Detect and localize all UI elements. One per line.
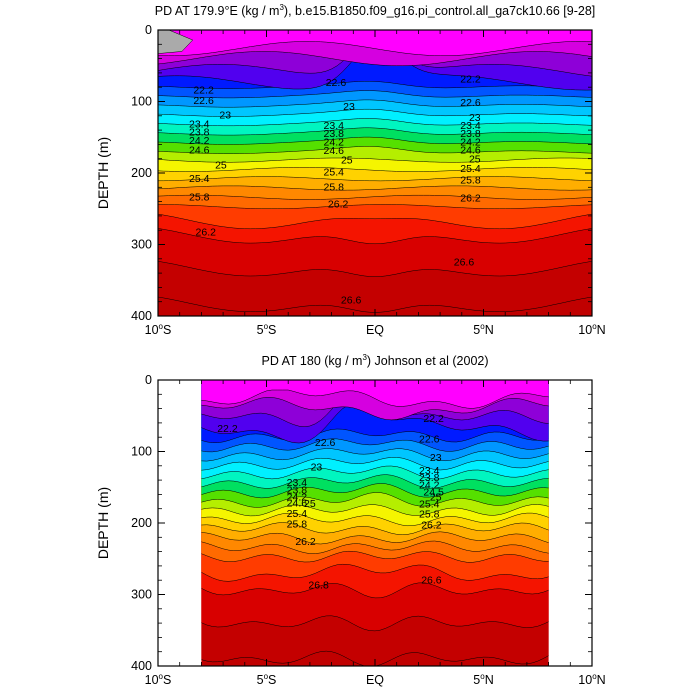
y-tick-label: 100 (131, 445, 152, 459)
contour-label: 26.2 (328, 199, 349, 211)
contour-label: 25 (215, 159, 227, 171)
contour-label: 22.6 (419, 434, 440, 446)
x-tick-label: 10oN (578, 672, 605, 687)
contour-label: 23.8 (324, 128, 345, 140)
contour-label: 26.2 (295, 536, 316, 548)
contour-label: 25 (304, 498, 316, 510)
contour-label: 25.8 (324, 182, 345, 194)
land-mask (158, 30, 194, 54)
panel-2: 22.222.62323.423.824.224.62525.425.826.2… (95, 353, 606, 687)
contour-label: 24.6 (189, 144, 210, 156)
contour-label: 22.2 (460, 74, 481, 86)
contour-label: 23.8 (189, 127, 210, 139)
contour-label: 23 (311, 462, 323, 474)
contour-label: 23.4 (419, 465, 440, 477)
contour-label: 25.4 (324, 167, 345, 179)
contour-label: 22.6 (315, 437, 336, 449)
contour-label: 24.6 (324, 145, 345, 157)
contour-label: 24.6 (287, 497, 308, 509)
panel-title: PD AT 180 (kg / m3) Johnson et al (2002) (261, 353, 488, 368)
contour-label: 23 (469, 112, 481, 124)
contour-label: 26.2 (460, 192, 481, 204)
contour-label: 23.4 (189, 119, 210, 131)
y-tick-label: 100 (131, 95, 152, 109)
contour-label: 25.4 (460, 163, 481, 175)
x-tick-label: 10oS (145, 672, 172, 687)
y-axis-label: DEPTH (m) (95, 487, 111, 559)
contour-label: 26.6 (341, 295, 362, 307)
x-tick-label: 5oN (473, 322, 493, 337)
contour-label: 25.8 (419, 509, 440, 521)
contour-label: 24.2 (460, 137, 481, 149)
x-tick-label: 5oS (257, 672, 277, 687)
contour-label: 24.2 (287, 492, 308, 504)
contour-label: 22.6 (193, 95, 214, 107)
contour-label: 24.6 (460, 144, 481, 156)
x-tick-label: EQ (366, 323, 384, 337)
contour-label: 25.8 (287, 519, 308, 531)
y-tick-label: 300 (131, 588, 152, 602)
y-axis-label: DEPTH (m) (95, 137, 111, 209)
contour-label: 26.8 (308, 579, 329, 591)
y-tick-label: 200 (131, 166, 152, 180)
contour-label: 22.2 (193, 84, 214, 96)
contour-label: 22.2 (423, 413, 444, 425)
contour-label: 23.4 (287, 477, 308, 489)
y-tick-label: 400 (131, 659, 152, 673)
x-tick-label: EQ (366, 673, 384, 687)
x-tick-label: 10oN (578, 322, 605, 337)
contour-label: 25 (430, 492, 442, 504)
contour-label: 23 (219, 109, 231, 121)
contour-label: 26.6 (454, 257, 475, 269)
contour-label: 22.2 (217, 423, 238, 435)
y-tick-label: 300 (131, 238, 152, 252)
density-band (201, 380, 549, 409)
contour-label: 25.4 (419, 499, 440, 511)
contour-label: 24.2 (419, 479, 440, 491)
contour-label: 26.2 (196, 227, 217, 239)
contour-label: 26.6 (421, 574, 442, 586)
contour-label: 23.4 (324, 120, 345, 132)
y-tick-label: 0 (145, 23, 152, 37)
y-tick-label: 200 (131, 516, 152, 530)
contour-label: 23.8 (419, 472, 440, 484)
contour-label: 22.6 (326, 77, 347, 89)
x-tick-label: 5oN (473, 672, 493, 687)
contour-label: 24.2 (189, 135, 210, 147)
x-tick-label: 10oS (145, 322, 172, 337)
contour-label: 23.4 (460, 120, 481, 132)
density-field (158, 30, 592, 316)
contour-label: 25.8 (460, 174, 481, 186)
contour-label: 25 (341, 154, 353, 166)
contour-label: 25.4 (189, 173, 210, 185)
contour-label: 25.4 (287, 508, 308, 520)
contour-label: 26.2 (421, 519, 442, 531)
density-field (201, 380, 549, 666)
contour-label: 23 (430, 452, 442, 464)
x-tick-label: 5oS (257, 322, 277, 337)
contour-label: 23 (343, 101, 355, 113)
contour-label: 23.8 (287, 484, 308, 496)
y-tick-label: 0 (145, 373, 152, 387)
contour-label: 25 (469, 154, 481, 166)
contour-label: 24.2 (324, 137, 345, 149)
panel-1: 22.222.62323.423.824.224.62525.425.826.2… (95, 3, 606, 337)
contour-label: 24.5 (423, 487, 444, 499)
contour-label: 23.8 (460, 128, 481, 140)
panel-title: PD AT 179.9°E (kg / m3), b.e15.B1850.f09… (155, 3, 596, 18)
contour-label: 25.8 (189, 192, 210, 204)
contour-label: 22.6 (460, 97, 481, 109)
y-tick-label: 400 (131, 309, 152, 323)
